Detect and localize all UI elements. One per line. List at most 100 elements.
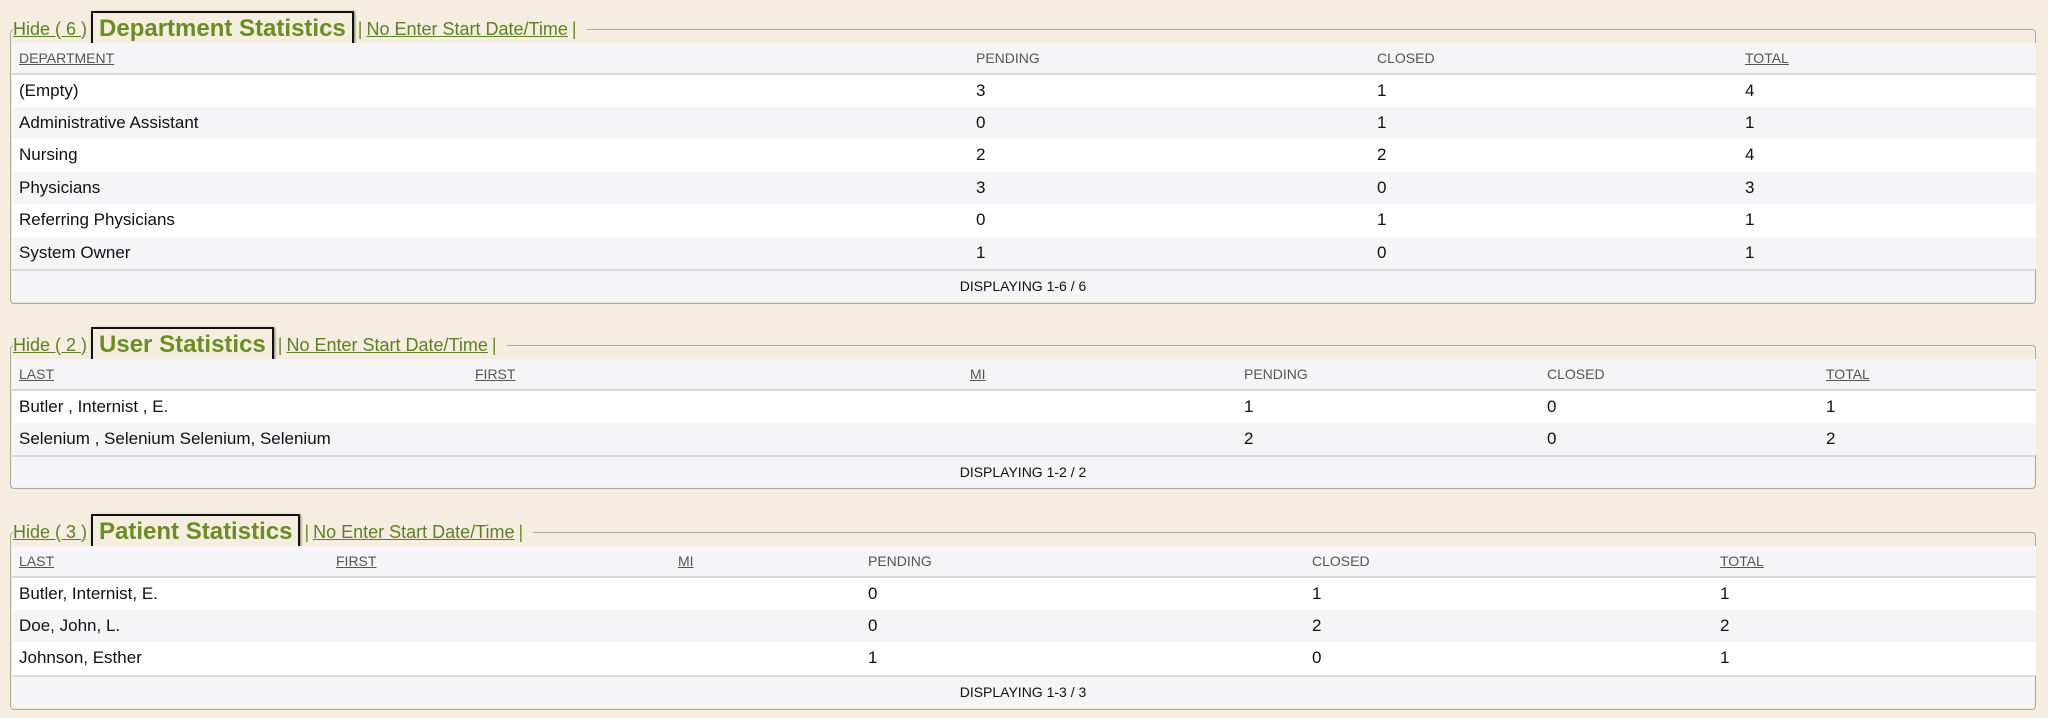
cell-last: Doe, John, L. [12, 609, 329, 642]
cell-pending: 1 [861, 642, 1305, 675]
column-header-total[interactable]: TOTAL [1819, 359, 2036, 391]
department-legend: Hide ( 6 ) Department Statistics | No En… [13, 11, 587, 47]
separator: | [277, 334, 283, 355]
column-header-first[interactable]: FIRST [468, 359, 963, 391]
cell-total: 1 [1713, 642, 2036, 675]
cell-mi [671, 642, 861, 675]
cell-pending: 0 [969, 106, 1370, 139]
start-date-link[interactable]: No Enter Start Date/Time [286, 334, 488, 355]
column-header-closed: CLOSED [1305, 546, 1713, 578]
patient-legend: Hide ( 3 ) Patient Statistics | No Enter… [13, 514, 534, 550]
cell-first [329, 577, 671, 610]
column-header-first[interactable]: FIRST [329, 546, 671, 578]
separator: | [357, 18, 363, 39]
hide-toggle-link[interactable]: Hide ( 6 ) [13, 18, 88, 39]
cell-department: Nursing [12, 139, 969, 172]
cell-closed: 2 [1305, 609, 1713, 642]
cell-closed: 2 [1370, 139, 1738, 172]
cell-total: 2 [1713, 609, 2036, 642]
cell-department: (Empty) [12, 74, 969, 107]
column-header-pending: PENDING [861, 546, 1305, 578]
hide-toggle-link[interactable]: Hide ( 3 ) [13, 521, 88, 542]
cell-closed: 0 [1370, 236, 1738, 269]
separator: | [518, 521, 524, 542]
table-row: (Empty) 3 1 4 [12, 74, 2036, 107]
column-header-mi[interactable]: MI [671, 546, 861, 578]
cell-department: Physicians [12, 171, 969, 204]
cell-first [468, 390, 963, 423]
cell-last: Butler , Internist , E. [12, 390, 468, 423]
cell-last: Butler, Internist, E. [12, 577, 329, 610]
cell-pending: 1 [969, 236, 1370, 269]
cell-pending: 0 [861, 577, 1305, 610]
separator: | [304, 521, 310, 542]
cell-first [329, 642, 671, 675]
section-title: User Statistics [91, 327, 274, 363]
cell-department: Administrative Assistant [12, 106, 969, 139]
separator: | [491, 334, 497, 355]
column-header-department[interactable]: DEPARTMENT [12, 43, 969, 75]
cell-first [329, 609, 671, 642]
table-row: Selenium , Selenium Selenium, Selenium 2 0… [12, 422, 2036, 455]
cell-closed: 1 [1370, 106, 1738, 139]
cell-closed: 1 [1370, 74, 1738, 107]
cell-total: 1 [1819, 390, 2036, 423]
patient-statistics-panel: Hide ( 3 ) Patient Statistics | No Enter… [10, 514, 2036, 710]
table-row: Doe, John, L. 0 2 2 [12, 609, 2036, 642]
cell-last: Selenium , Selenium Selenium, Selenium [12, 422, 468, 455]
column-header-last[interactable]: LAST [12, 546, 329, 578]
pagination-status: DISPLAYING 1-6 / 6 [12, 269, 2034, 301]
cell-last: Johnson, Esther [12, 642, 329, 675]
table-row: Nursing 2 2 4 [12, 139, 2036, 172]
user-table: LAST FIRST MI PENDING CLOSED TOTAL Butler , In… [12, 359, 2036, 455]
cell-closed: 0 [1540, 422, 1819, 455]
cell-closed: 1 [1305, 577, 1713, 610]
cell-pending: 0 [969, 204, 1370, 237]
user-statistics-panel: Hide ( 2 ) User Statistics | No Enter St… [10, 327, 2036, 489]
cell-closed: 0 [1370, 171, 1738, 204]
cell-total: 1 [1738, 236, 2036, 269]
column-header-pending: PENDING [969, 43, 1370, 75]
column-header-closed: CLOSED [1370, 43, 1738, 75]
cell-pending: 0 [861, 609, 1305, 642]
cell-closed: 1 [1370, 204, 1738, 237]
table-row: System Owner 1 0 1 [12, 236, 2036, 269]
pagination-status: DISPLAYING 1-2 / 2 [12, 455, 2034, 487]
cell-pending: 1 [1237, 390, 1540, 423]
cell-closed: 0 [1305, 642, 1713, 675]
cell-total: 4 [1738, 74, 2036, 107]
cell-department: System Owner [12, 236, 969, 269]
cell-mi [671, 609, 861, 642]
department-table: DEPARTMENT PENDING CLOSED TOTAL (Empty) 3 1 4 Ad… [12, 43, 2036, 269]
cell-mi [963, 390, 1237, 423]
pagination-status: DISPLAYING 1-3 / 3 [12, 674, 2034, 707]
cell-department: Referring Physicians [12, 204, 969, 237]
column-header-closed: CLOSED [1540, 359, 1819, 391]
table-row: Referring Physicians 0 1 1 [12, 204, 2036, 237]
cell-total: 1 [1713, 577, 2036, 610]
column-header-pending: PENDING [1237, 359, 1540, 391]
cell-pending: 2 [969, 139, 1370, 172]
table-row: Johnson, Esther 1 0 1 [12, 642, 2036, 675]
cell-pending: 2 [1237, 422, 1540, 455]
start-date-link[interactable]: No Enter Start Date/Time [313, 521, 515, 542]
cell-total: 2 [1819, 422, 2036, 455]
section-title: Patient Statistics [91, 514, 301, 550]
cell-total: 4 [1738, 139, 2036, 172]
user-legend: Hide ( 2 ) User Statistics | No Enter St… [13, 327, 507, 363]
start-date-link[interactable]: No Enter Start Date/Time [366, 18, 568, 39]
section-title: Department Statistics [91, 11, 354, 47]
department-statistics-panel: Hide ( 6 ) Department Statistics | No En… [10, 11, 2036, 304]
hide-toggle-link[interactable]: Hide ( 2 ) [13, 334, 88, 355]
patient-table: LAST FIRST MI PENDING CLOSED TOTAL Butler, Int… [12, 546, 2036, 675]
table-row: Butler, Internist, E. 0 1 1 [12, 577, 2036, 610]
column-header-last[interactable]: LAST [12, 359, 468, 391]
column-header-total[interactable]: TOTAL [1713, 546, 2036, 578]
column-header-mi[interactable]: MI [963, 359, 1237, 391]
column-header-total[interactable]: TOTAL [1738, 43, 2036, 75]
cell-pending: 3 [969, 171, 1370, 204]
cell-mi [963, 422, 1237, 455]
cell-closed: 0 [1540, 390, 1819, 423]
separator: | [571, 18, 577, 39]
table-row: Butler , Internist , E. 1 0 1 [12, 390, 2036, 423]
